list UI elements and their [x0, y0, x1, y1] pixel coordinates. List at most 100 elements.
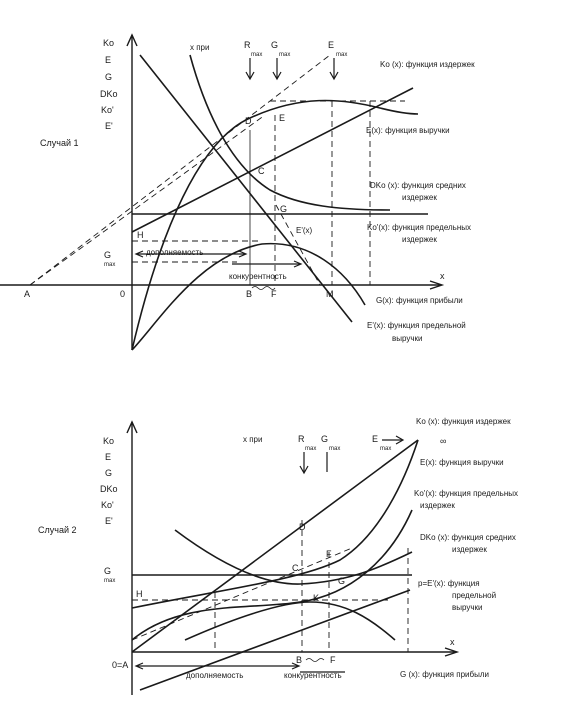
case2-y-axis-arrow	[126, 420, 138, 434]
case2-point-oa: 0=A	[112, 660, 128, 670]
case2-ylabel-dko: DKo	[100, 484, 118, 494]
case2-avgcost-label-2: издержек	[452, 545, 487, 554]
case1-ylabel-g: G	[105, 72, 112, 82]
case2-gmax-label: G	[104, 566, 111, 576]
case2-top-g-sub: max	[329, 446, 340, 452]
case2-competition-brace	[305, 658, 325, 662]
case1-arrowhead-rmax	[245, 71, 255, 81]
case1-avgcost-label-2: издержек	[402, 193, 437, 202]
case2-ylabel-eprime: E'	[105, 516, 113, 526]
case1-xlabel: x	[440, 271, 445, 281]
case2-infinity: ∞	[440, 436, 446, 446]
case1-cost-curve	[131, 99, 419, 351]
case1-diagram: Ko E G DKo Ko' E' Случай 1 x x при R max…	[0, 33, 475, 351]
case2-diagram: Ko E G DKo Ko' E' Случай 2 x x при R max…	[38, 417, 518, 695]
case2-arrowhead-rmax	[299, 465, 309, 475]
case1-eprime-inline-label: E'(x)	[296, 226, 313, 235]
case2-competition-label: конкурентность	[284, 671, 342, 680]
case1-arrowhead-gmax	[272, 71, 282, 81]
case2-ylabel-e: E	[105, 452, 111, 462]
case1-margcost-label-1: Ko'(x): функция предельных	[367, 223, 471, 232]
case2-price-label-2: предельной	[452, 591, 496, 600]
case1-ylabel-dko: DKo	[100, 89, 118, 99]
case1-competition-label: конкурентность	[229, 272, 287, 281]
case2-price-label-3: выручки	[452, 603, 483, 612]
case1-point-d: D	[245, 116, 252, 126]
case1-complementarity-arrowhead-l	[134, 250, 144, 258]
case1-point-e: E	[279, 113, 285, 123]
case1-mrev-label-2: выручки	[392, 334, 423, 343]
case2-cost-label: Ko (x): функция издержек	[416, 417, 511, 426]
case1-ylabel-koprime: Ko'	[101, 105, 114, 115]
case1-y-axis-arrow	[126, 33, 138, 47]
case1-revenue-line	[131, 87, 414, 233]
case1-competition-arrowhead-r	[293, 260, 303, 268]
case2-margcost-label-2: издержек	[420, 501, 455, 510]
case2-complementarity-arrowhead-r	[291, 662, 301, 670]
case1-x-axis-arrow	[429, 280, 445, 290]
case2-average-cost-curve	[174, 529, 413, 585]
case1-point-g: G	[280, 204, 287, 214]
case2-point-h: H	[136, 589, 143, 599]
case2-arrowhead-emax	[395, 435, 405, 445]
case1-point-f: F	[271, 289, 277, 299]
case1-complementarity-arrowhead-r	[238, 250, 248, 258]
case2-ylabel-koprime: Ko'	[101, 500, 114, 510]
case2-top-r: R	[298, 434, 305, 444]
case1-point-b: B	[246, 289, 252, 299]
case2-profit-curve	[184, 601, 396, 641]
case1-margcost-label-2: издержек	[402, 235, 437, 244]
case2-point-f2: F	[326, 549, 332, 559]
case1-top-xpri: x при	[190, 43, 209, 52]
case2-top-e-sub: max	[380, 446, 391, 452]
case1-point-m: M	[326, 289, 334, 299]
case1-ylabel-ko: Ko	[103, 38, 114, 48]
case2-cost-curve	[131, 439, 419, 609]
case1-cost-label: Ko (x): функция издержек	[380, 60, 475, 69]
case1-competition-brace	[251, 286, 276, 290]
case1-top-e-sub: max	[336, 52, 347, 58]
case2-x-axis-arrow	[444, 647, 460, 657]
case2-point-g: G	[338, 576, 345, 586]
case1-complementarity-label: дополняемость	[146, 248, 203, 257]
case2-lower-rising-line	[139, 589, 411, 691]
case2-gmax-sub: max	[104, 578, 115, 584]
case1-profit-curve	[131, 242, 366, 351]
case2-margcost-label-1: Ko'(x): функция предельных	[414, 489, 518, 498]
case2-point-k: K	[313, 593, 319, 603]
case1-point-c: C	[258, 166, 265, 176]
case2-avgcost-label-1: DKo (x): функция средних	[420, 533, 516, 542]
case1-profit-label: G(x): функция прибыли	[376, 296, 463, 305]
case2-point-f: F	[330, 655, 336, 665]
case1-top-g: G	[271, 40, 278, 50]
case2-complementarity-label: дополняемость	[186, 671, 243, 680]
case2-revenue-line	[131, 439, 419, 653]
case1-arrowhead-emax	[329, 71, 339, 81]
case2-complementarity-arrowhead-l	[134, 662, 144, 670]
case1-point-h: H	[137, 230, 144, 240]
case2-price-label-1: p=E'(x): функция	[418, 579, 480, 588]
case1-mrev-label-1: E'(x): функция предельной	[367, 321, 466, 330]
case2-top-g: G	[321, 434, 328, 444]
case2-title: Случай 2	[38, 525, 76, 535]
case2-top-xpri: x при	[243, 435, 262, 444]
case1-average-cost-curve	[189, 54, 391, 211]
case1-ylabel-eprime: E'	[105, 121, 113, 131]
case1-top-e: E	[328, 40, 334, 50]
case2-point-d: D	[299, 522, 306, 532]
case2-ylabel-ko: Ko	[103, 436, 114, 446]
case2-revenue-label: E(x): функция выручки	[420, 458, 504, 467]
case2-xlabel: x	[450, 637, 455, 647]
case1-ylabel-e: E	[105, 55, 111, 65]
case1-point-a: A	[24, 289, 30, 299]
case1-top-g-sub: max	[279, 52, 290, 58]
case1-tangent-ray-upper	[29, 54, 331, 286]
case2-point-b: B	[296, 655, 302, 665]
case1-top-r-sub: max	[251, 52, 262, 58]
case1-title: Случай 1	[40, 138, 78, 148]
case2-point-c: C	[292, 563, 299, 573]
case1-avgcost-label-1: DKo (x): функция средних	[370, 181, 466, 190]
case1-gmax-label: G	[104, 250, 111, 260]
case1-revenue-label: E(x): функция выручки	[366, 126, 450, 135]
